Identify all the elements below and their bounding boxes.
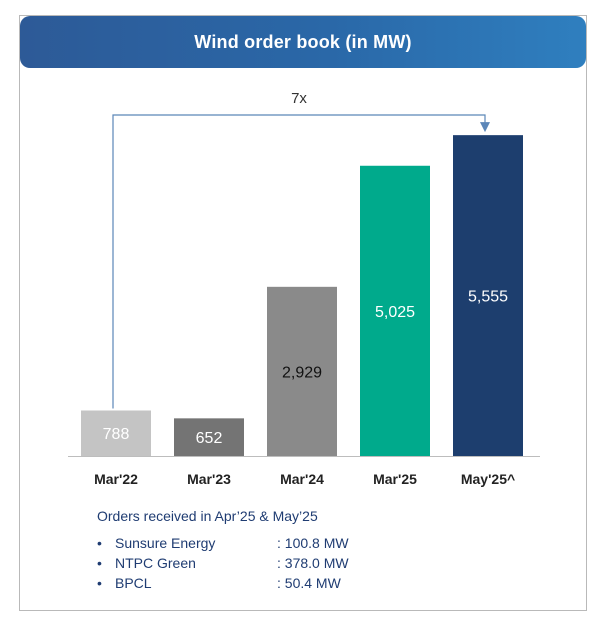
order-item: • NTPC Green : 378.0 MW bbox=[97, 553, 567, 573]
order-name: NTPC Green bbox=[115, 555, 196, 571]
growth-arrow-line bbox=[112, 114, 486, 409]
orders-list: • Sunsure Energy : 100.8 MW • NTPC Green… bbox=[97, 533, 567, 593]
order-name: Sunsure Energy bbox=[115, 535, 216, 551]
bullet-icon: • bbox=[97, 575, 102, 591]
order-value: : 50.4 MW bbox=[277, 575, 341, 591]
x-tick-label: Mar'24 bbox=[280, 471, 324, 487]
x-tick-label: Mar'25 bbox=[373, 471, 417, 487]
order-item: • Sunsure Energy : 100.8 MW bbox=[97, 533, 567, 553]
bar-value-label: 5,025 bbox=[375, 304, 415, 321]
orders-heading: Orders received in Apr’25 & May’25 bbox=[97, 508, 318, 524]
growth-annotation: 7x bbox=[291, 90, 307, 107]
order-value: : 378.0 MW bbox=[277, 555, 349, 571]
title-bar: Wind order book (in MW) bbox=[20, 16, 586, 68]
order-value: : 100.8 MW bbox=[277, 535, 349, 551]
order-name: BPCL bbox=[115, 575, 152, 591]
bar bbox=[81, 410, 151, 456]
bullet-icon: • bbox=[97, 535, 102, 551]
x-tick-label: Mar'22 bbox=[94, 471, 138, 487]
bar-value-label: 5,555 bbox=[468, 289, 508, 306]
bar bbox=[453, 135, 523, 456]
bar-value-label: 652 bbox=[196, 430, 223, 447]
bar bbox=[267, 286, 337, 456]
arrow-head-icon bbox=[480, 122, 490, 133]
x-tick-label: Mar'23 bbox=[187, 471, 231, 487]
orders-notes: Orders received in Apr’25 & May’25 • Sun… bbox=[97, 506, 567, 593]
bar bbox=[360, 165, 430, 456]
chart-title: Wind order book (in MW) bbox=[194, 31, 412, 52]
x-tick-label: May'25^ bbox=[461, 471, 515, 487]
order-item: • BPCL : 50.4 MW bbox=[97, 573, 567, 593]
bar-value-label: 2,929 bbox=[282, 364, 322, 381]
bullet-icon: • bbox=[97, 555, 102, 571]
bar-value-label: 788 bbox=[103, 426, 130, 443]
bar bbox=[174, 418, 244, 456]
